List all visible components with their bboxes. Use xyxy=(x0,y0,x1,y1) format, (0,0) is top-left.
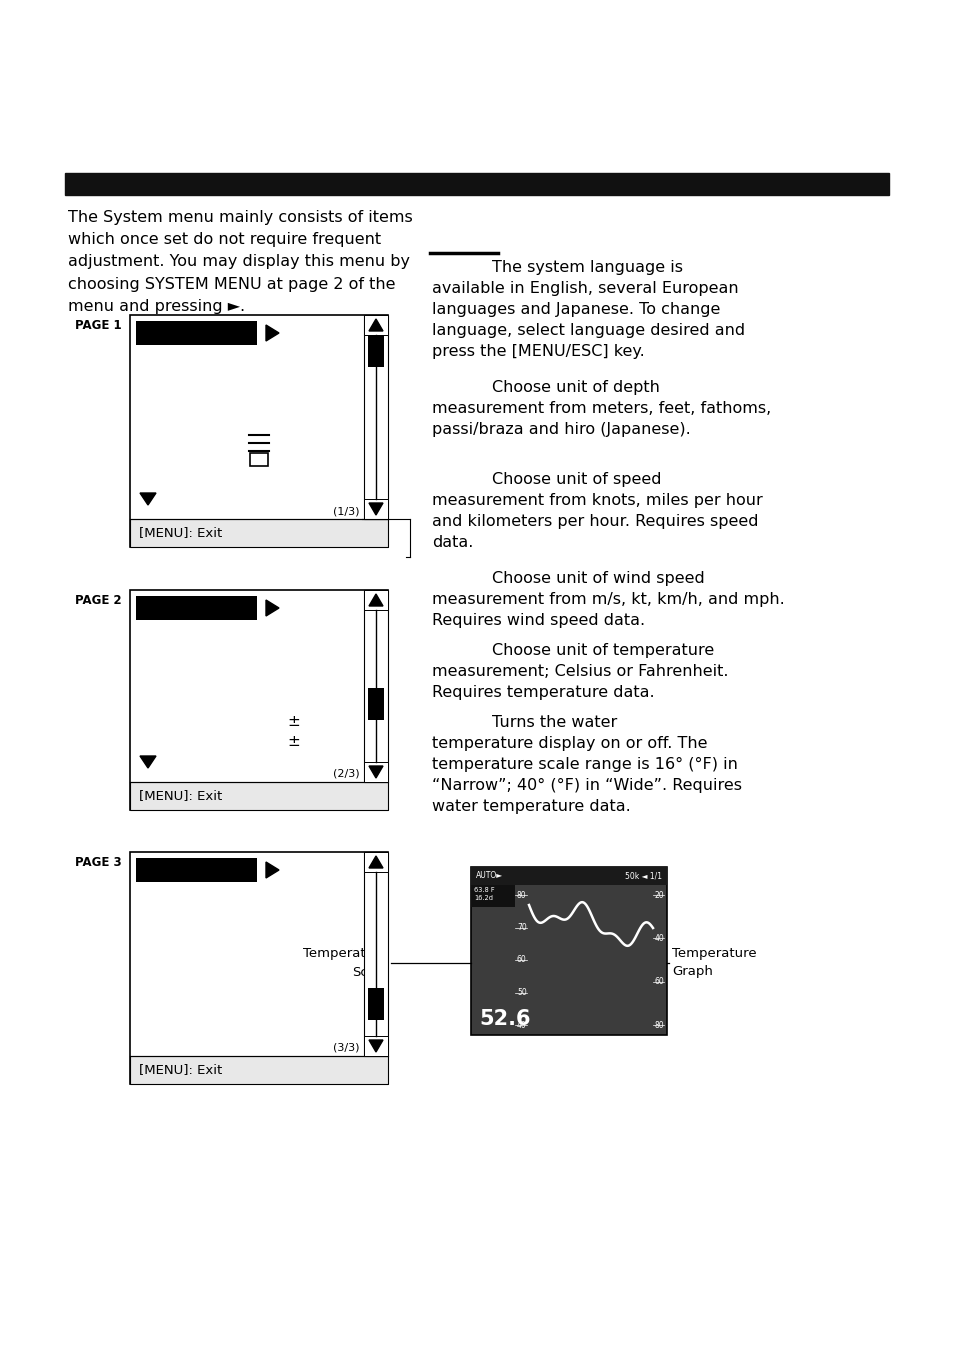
Polygon shape xyxy=(266,862,278,878)
Polygon shape xyxy=(369,319,382,331)
Text: [MENU]: Exit: [MENU]: Exit xyxy=(139,1063,222,1077)
Text: 20: 20 xyxy=(654,890,663,900)
Text: and kilometers per hour. Requires speed: and kilometers per hour. Requires speed xyxy=(432,513,758,530)
Text: Requires temperature data.: Requires temperature data. xyxy=(432,685,654,700)
Polygon shape xyxy=(369,1040,382,1052)
Bar xyxy=(130,519,388,547)
Text: ±: ± xyxy=(287,715,300,730)
Bar xyxy=(364,852,388,1056)
Text: Temperature
Scale: Temperature Scale xyxy=(303,947,388,978)
Bar xyxy=(130,852,388,1084)
Text: The system language is: The system language is xyxy=(492,259,682,276)
Text: 80: 80 xyxy=(654,1020,663,1029)
Text: temperature display on or off. The: temperature display on or off. The xyxy=(432,736,707,751)
Text: PAGE 2: PAGE 2 xyxy=(75,594,122,607)
Text: water temperature data.: water temperature data. xyxy=(432,798,630,815)
Text: Choose unit of speed: Choose unit of speed xyxy=(492,471,660,486)
Text: 40: 40 xyxy=(517,1020,526,1029)
Text: AUTO►: AUTO► xyxy=(476,871,502,881)
Text: (3/3): (3/3) xyxy=(334,1043,359,1052)
Bar xyxy=(368,988,384,1020)
Text: temperature scale range is 16° (°F) in: temperature scale range is 16° (°F) in xyxy=(432,757,737,771)
Bar xyxy=(364,499,388,519)
Bar xyxy=(65,173,888,195)
Text: press the [MENU/ESC] key.: press the [MENU/ESC] key. xyxy=(432,345,644,359)
Bar xyxy=(130,315,388,547)
Bar xyxy=(471,867,666,885)
Text: Requires wind speed data.: Requires wind speed data. xyxy=(432,613,644,628)
Text: The System menu mainly consists of items
which once set do not require frequent
: The System menu mainly consists of items… xyxy=(68,209,413,313)
Text: 70: 70 xyxy=(517,923,526,932)
Bar xyxy=(368,335,384,367)
Bar xyxy=(364,590,388,782)
Text: PAGE 3: PAGE 3 xyxy=(75,857,122,869)
Text: (1/3): (1/3) xyxy=(334,507,359,516)
Text: 63.8 F
16.2d: 63.8 F 16.2d xyxy=(474,888,494,901)
Bar xyxy=(130,590,388,811)
Text: passi/braza and hiro (Japanese).: passi/braza and hiro (Japanese). xyxy=(432,422,690,436)
Text: Turns the water: Turns the water xyxy=(492,715,617,730)
Bar xyxy=(130,782,388,811)
Polygon shape xyxy=(140,866,156,878)
Bar xyxy=(130,1056,388,1084)
Polygon shape xyxy=(266,600,278,616)
Bar xyxy=(364,315,388,519)
Text: (2/3): (2/3) xyxy=(333,769,359,780)
Text: languages and Japanese. To change: languages and Japanese. To change xyxy=(432,303,720,317)
Text: measurement; Celsius or Fahrenheit.: measurement; Celsius or Fahrenheit. xyxy=(432,663,728,680)
Bar xyxy=(364,590,388,611)
Bar xyxy=(136,858,256,882)
Text: data.: data. xyxy=(432,535,473,550)
Text: available in English, several European: available in English, several European xyxy=(432,281,738,296)
Polygon shape xyxy=(369,857,382,867)
Text: 80: 80 xyxy=(517,890,526,900)
Text: Choose unit of depth: Choose unit of depth xyxy=(492,380,659,394)
Text: PAGE 1: PAGE 1 xyxy=(75,319,122,332)
Text: 50k ◄ 1/1: 50k ◄ 1/1 xyxy=(624,871,661,881)
Bar xyxy=(364,1036,388,1056)
Bar xyxy=(471,885,515,907)
Polygon shape xyxy=(369,766,382,778)
Text: 50: 50 xyxy=(517,988,526,997)
Text: measurement from m/s, kt, km/h, and mph.: measurement from m/s, kt, km/h, and mph. xyxy=(432,592,784,607)
Text: 60: 60 xyxy=(654,977,663,986)
Text: Choose unit of wind speed: Choose unit of wind speed xyxy=(492,571,704,586)
Text: 52.6: 52.6 xyxy=(478,1009,530,1029)
Bar xyxy=(471,867,666,1035)
Text: 60: 60 xyxy=(517,955,526,965)
Bar xyxy=(136,596,256,620)
Polygon shape xyxy=(140,493,156,505)
Polygon shape xyxy=(140,757,156,767)
Polygon shape xyxy=(369,503,382,515)
Text: Temperature
Graph: Temperature Graph xyxy=(671,947,756,978)
Polygon shape xyxy=(140,604,156,616)
Text: measurement from knots, miles per hour: measurement from knots, miles per hour xyxy=(432,493,762,508)
Text: [MENU]: Exit: [MENU]: Exit xyxy=(139,789,222,802)
Bar xyxy=(136,322,256,345)
Text: 40: 40 xyxy=(654,934,663,943)
Bar xyxy=(364,852,388,871)
Text: “Narrow”; 40° (°F) in “Wide”. Requires: “Narrow”; 40° (°F) in “Wide”. Requires xyxy=(432,778,741,793)
Text: measurement from meters, feet, fathoms,: measurement from meters, feet, fathoms, xyxy=(432,401,770,416)
Polygon shape xyxy=(369,594,382,607)
Polygon shape xyxy=(266,326,278,340)
Bar xyxy=(368,688,384,720)
Bar xyxy=(364,315,388,335)
Text: ±: ± xyxy=(287,735,300,750)
Text: language, select language desired and: language, select language desired and xyxy=(432,323,744,338)
Bar xyxy=(364,762,388,782)
Text: Choose unit of temperature: Choose unit of temperature xyxy=(492,643,714,658)
Text: [MENU]: Exit: [MENU]: Exit xyxy=(139,527,222,539)
Bar xyxy=(250,453,268,466)
